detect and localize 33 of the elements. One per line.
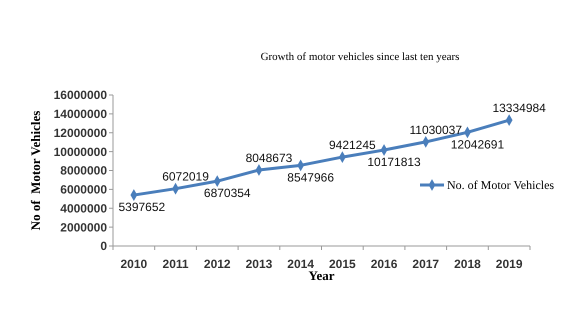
y-tick-label: 12000000 — [54, 126, 108, 140]
y-tick-label: 4000000 — [60, 201, 108, 216]
x-tick-label: 2017 — [412, 257, 440, 271]
data-label: 13334984 — [492, 101, 546, 116]
x-tick-label: 2019 — [496, 257, 523, 271]
x-tick-label: 2012 — [204, 257, 231, 271]
x-tick-label: 2010 — [120, 257, 148, 271]
data-label: 6870354 — [204, 186, 251, 200]
x-tick-label: 2016 — [370, 257, 398, 271]
x-axis-title: Year — [308, 268, 335, 283]
data-label: 8547966 — [287, 170, 334, 184]
y-tick-label: 14000000 — [54, 107, 108, 122]
chart-title: Growth of motor vehicles since last ten years — [260, 51, 460, 63]
y-tick-label: 0 — [100, 239, 108, 254]
y-tick-label: 2000000 — [60, 220, 108, 234]
data-label: 9421245 — [328, 138, 376, 152]
x-tick-label: 2013 — [246, 257, 273, 271]
x-tick-label: 2015 — [329, 257, 356, 271]
legend-label: No. of Motor Vehicles — [447, 178, 554, 192]
x-tick-label: 2018 — [454, 257, 482, 271]
data-label: 6072019 — [162, 170, 210, 184]
data-label: 12042691 — [450, 137, 504, 152]
data-label: 11030037 — [410, 122, 462, 137]
y-tick-label: 10000000 — [54, 144, 108, 159]
y-axis-title: No of Motor Vehicles — [28, 110, 43, 230]
data-label: 10171813 — [367, 155, 422, 170]
y-tick-label: 6000000 — [60, 182, 108, 197]
data-label: 8048673 — [246, 151, 293, 166]
data-label: 5397652 — [118, 200, 166, 214]
x-tick-label: 2014 — [287, 257, 314, 271]
x-tick-label: 2011 — [162, 257, 189, 271]
y-tick-label: 8000000 — [60, 164, 108, 178]
y-tick-label: 16000000 — [54, 88, 108, 102]
